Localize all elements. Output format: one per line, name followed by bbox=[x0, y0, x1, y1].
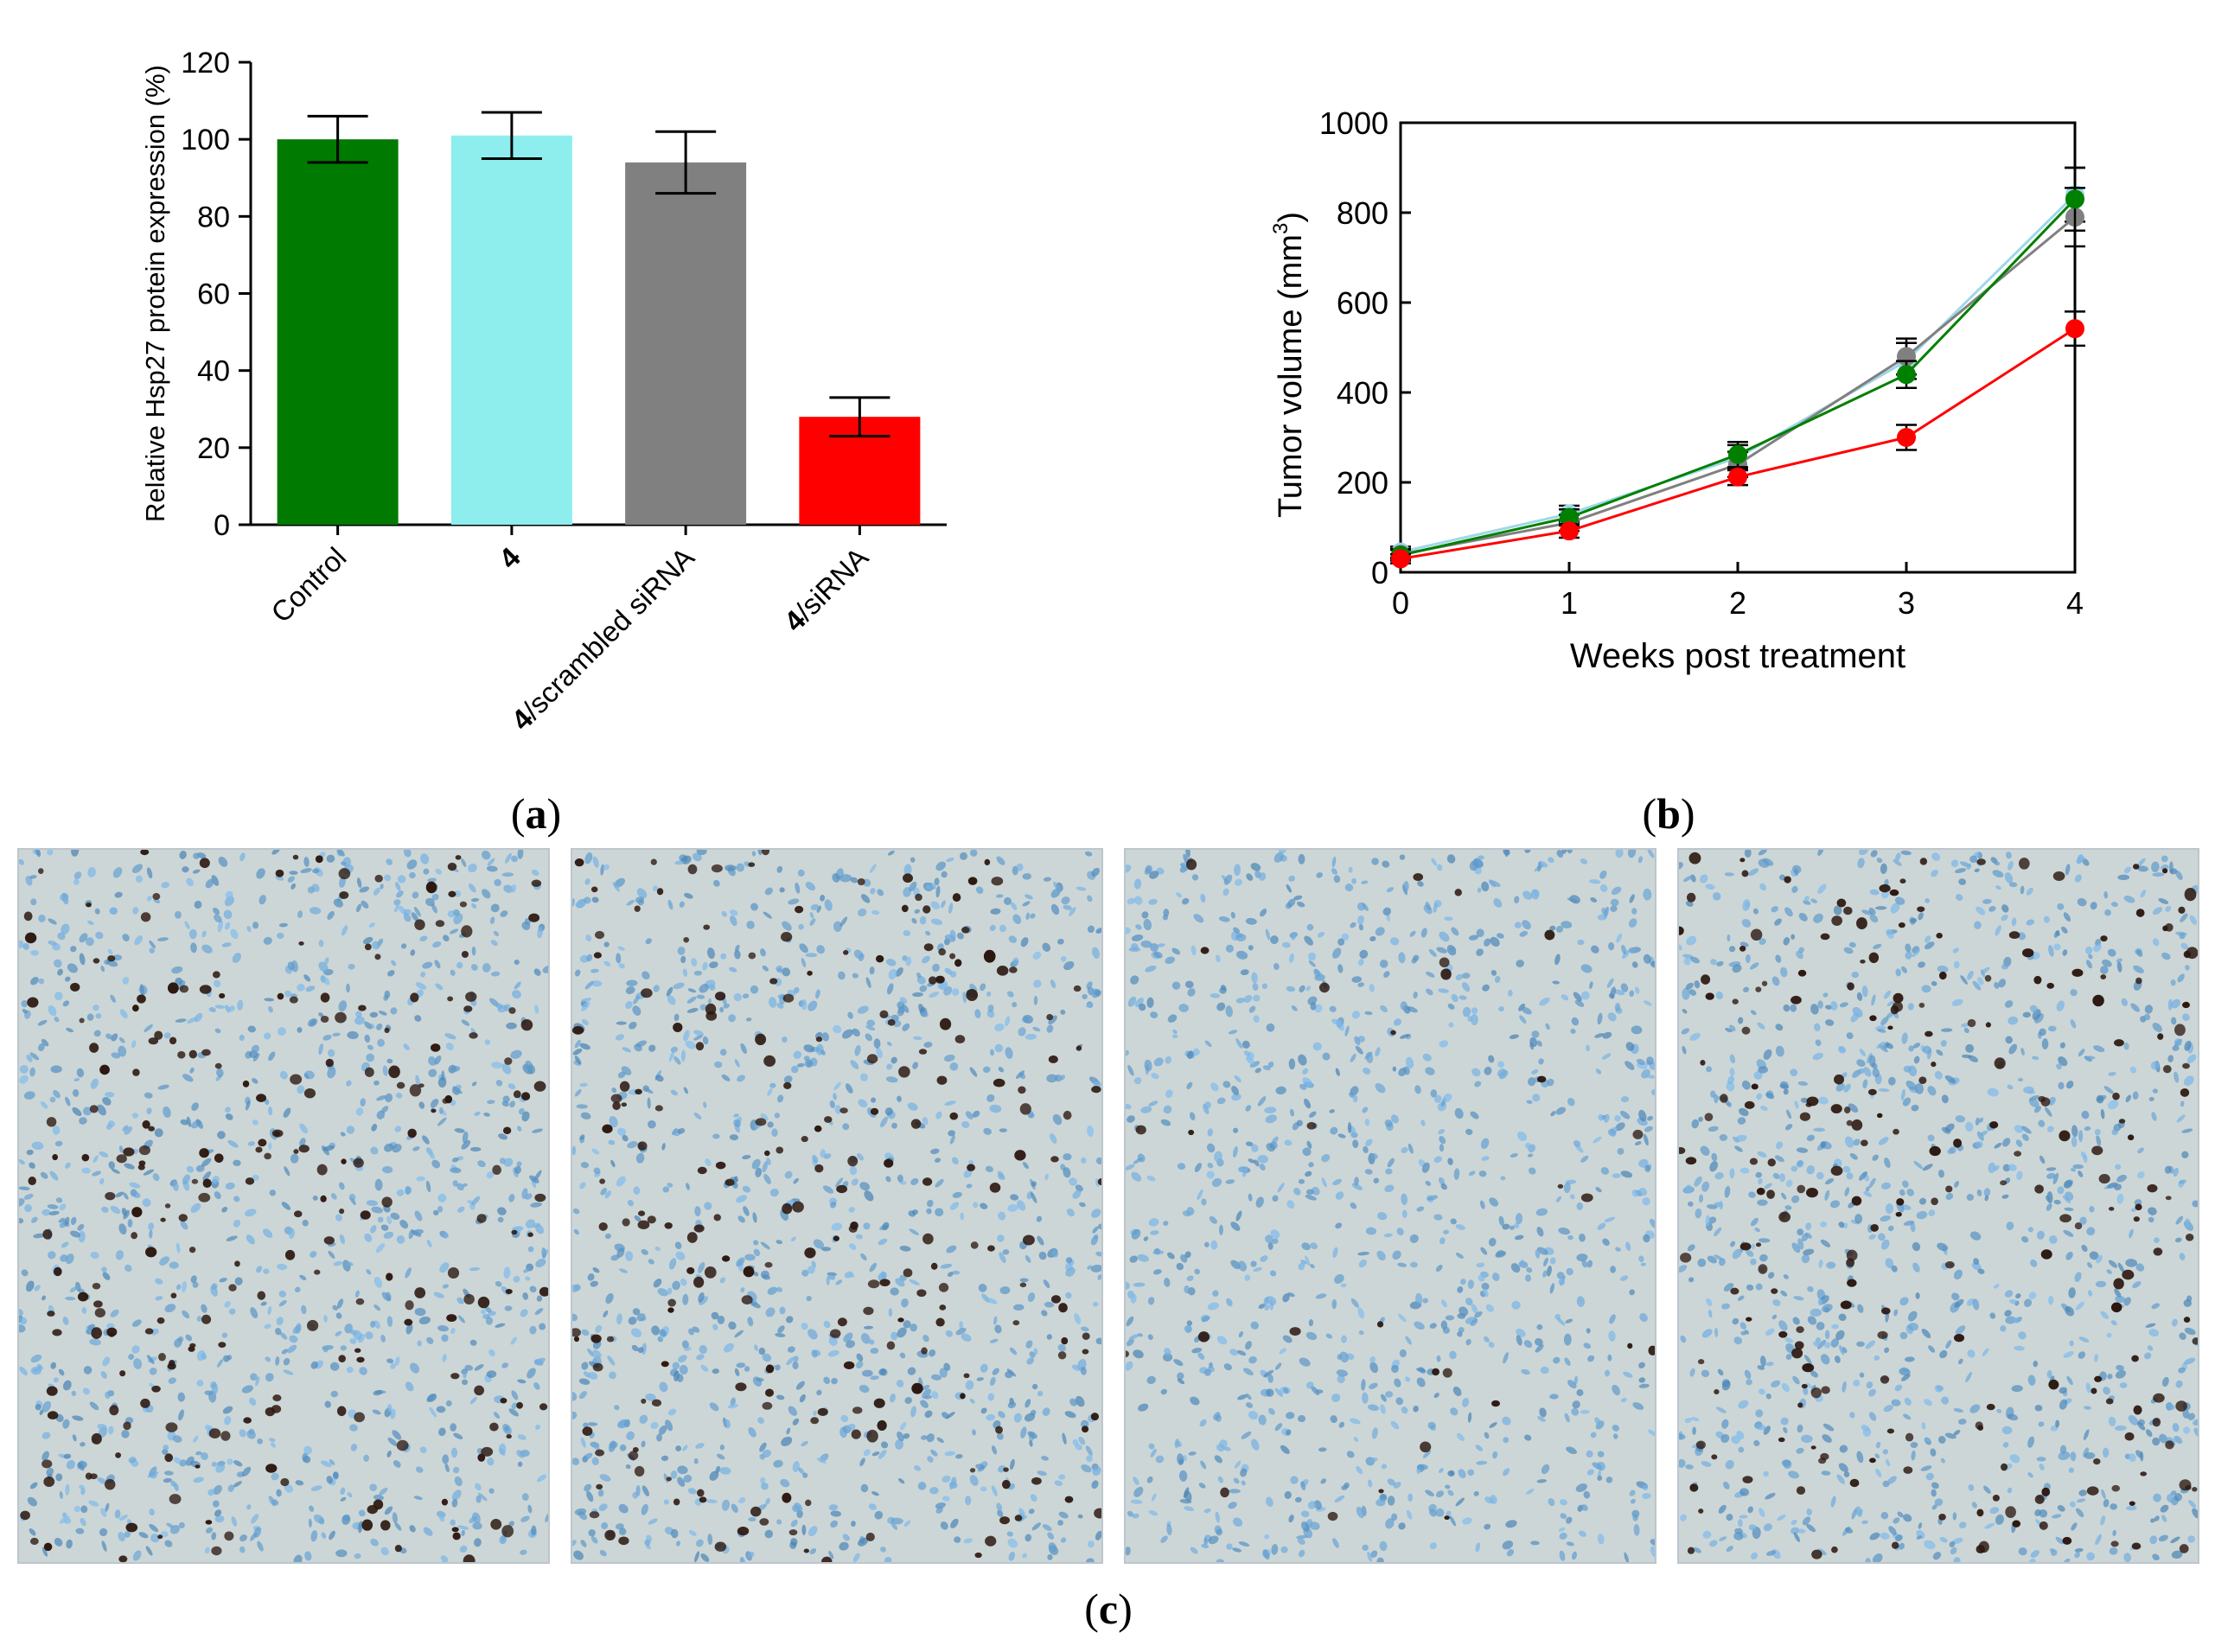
data-point bbox=[1897, 365, 1916, 385]
data-point bbox=[1391, 549, 1410, 569]
x-axis-label: Weeks post treatment bbox=[1570, 637, 1905, 675]
data-point bbox=[1560, 521, 1579, 541]
panel-label-b: (b) bbox=[1642, 789, 1695, 838]
data-point bbox=[1728, 444, 1747, 464]
x-tick-label: 2 bbox=[1729, 585, 1746, 621]
x-tick-label: Control bbox=[265, 541, 352, 628]
data-point bbox=[1728, 467, 1747, 487]
y-tick-label: 60 bbox=[197, 278, 230, 311]
x-tick-label: 4/scrambled siRNA bbox=[505, 541, 700, 737]
y-tick-label: 800 bbox=[1337, 195, 1388, 231]
y-tick-label: 100 bbox=[181, 124, 230, 156]
data-point bbox=[1897, 428, 1916, 447]
y-tick-label: 200 bbox=[1337, 465, 1388, 501]
panel-label-c: (c) bbox=[1084, 1585, 1133, 1633]
blue-nuclei bbox=[1126, 850, 1655, 1562]
y-tick-label: 120 bbox=[181, 47, 230, 80]
x-tick-label: 1 bbox=[1561, 585, 1578, 621]
series-line bbox=[1400, 216, 2076, 556]
y-tick-label: 600 bbox=[1337, 285, 1388, 321]
bar bbox=[625, 162, 747, 525]
y-tick-label: 40 bbox=[197, 355, 230, 388]
brown-nuclei bbox=[572, 850, 1101, 1562]
x-tick-label: 4/siRNA bbox=[778, 541, 875, 638]
y-tick-label: 400 bbox=[1337, 375, 1388, 411]
x-tick-label: 4 bbox=[493, 540, 527, 575]
series-line bbox=[1400, 194, 2077, 554]
blue-nuclei bbox=[1679, 850, 2198, 1562]
series-gray bbox=[1390, 187, 2085, 564]
y-tick-label: 0 bbox=[1371, 555, 1388, 590]
panel-label-a: (a) bbox=[510, 789, 562, 838]
tissue-background bbox=[1679, 850, 2198, 1562]
micrograph-4-scrambled-sirna bbox=[1126, 850, 1655, 1562]
x-tick-label: 3 bbox=[1898, 585, 1915, 621]
brown-nuclei bbox=[20, 850, 548, 1562]
series-light-blue bbox=[1390, 166, 2085, 562]
bar-chart-hsp27: 0 20 40 60 80 100 120 Relative Hsp27 protein ex… bbox=[140, 47, 947, 737]
data-point bbox=[2065, 319, 2084, 339]
y-tick-label: 20 bbox=[197, 432, 230, 465]
blue-nuclei bbox=[19, 850, 548, 1562]
x-tick-label: 4 bbox=[2066, 585, 2084, 621]
y-axis-label: Tumor volume (mm3) bbox=[1269, 212, 1309, 518]
data-point bbox=[2065, 189, 2084, 209]
data-point bbox=[1560, 507, 1579, 527]
y-axis-label: Relative Hsp27 protein expression (%) bbox=[140, 65, 170, 522]
y-tick-label: 0 bbox=[214, 509, 230, 542]
brown-nuclei bbox=[1679, 852, 2198, 1560]
plot-frame bbox=[1399, 121, 2077, 574]
bar bbox=[277, 139, 399, 525]
micrograph-4 bbox=[572, 850, 1101, 1562]
series-red bbox=[1390, 310, 2085, 569]
x-tick-label: 0 bbox=[1392, 585, 1409, 621]
bar bbox=[450, 135, 572, 526]
micrograph-control bbox=[19, 850, 548, 1562]
series-line bbox=[1400, 198, 2077, 557]
tissue-background bbox=[1126, 850, 1655, 1562]
brown-nuclei bbox=[1126, 858, 1655, 1521]
line-chart-tumor-volume: 0 200 400 600 800 1000 0 1 2 3 4 Weeks post treatme… bbox=[1269, 105, 2085, 675]
micrograph-4-sirna bbox=[1679, 850, 2198, 1562]
y-tick-label: 80 bbox=[197, 201, 230, 233]
series-green bbox=[1390, 166, 2085, 565]
y-tick-label: 1000 bbox=[1319, 105, 1388, 141]
